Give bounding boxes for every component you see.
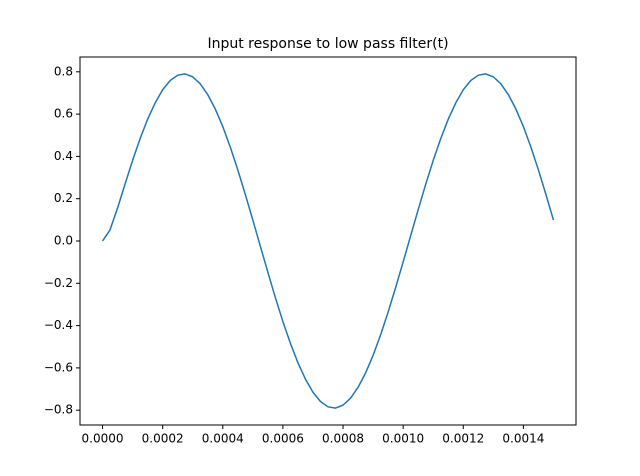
y-tick-label: 0.2 [54,191,73,205]
x-tick-label: 0.0000 [82,432,124,446]
y-tick-label: −0.6 [44,360,73,374]
y-tick-label: 0.4 [54,149,73,163]
x-tick-label: 0.0008 [322,432,364,446]
line-series [101,73,555,409]
x-tick-label: 0.0004 [202,432,244,446]
y-tick-label: −0.4 [44,318,73,332]
x-tick-label: 0.0006 [262,432,304,446]
y-tick-label: 0.0 [54,234,73,248]
y-tick-label: −0.2 [44,276,73,290]
y-tick-label: 0.6 [54,107,73,121]
x-tick-label: 0.0010 [382,432,424,446]
x-tick-label: 0.0002 [142,432,184,446]
x-tick-label: 0.0014 [502,432,544,446]
x-tick-label: 0.0012 [442,432,484,446]
chart-title: Input response to low pass filter(t) [207,36,448,52]
y-tick-label: 0.8 [54,64,73,78]
y-tick-label: −0.8 [44,403,73,417]
axes-frame [79,56,577,426]
